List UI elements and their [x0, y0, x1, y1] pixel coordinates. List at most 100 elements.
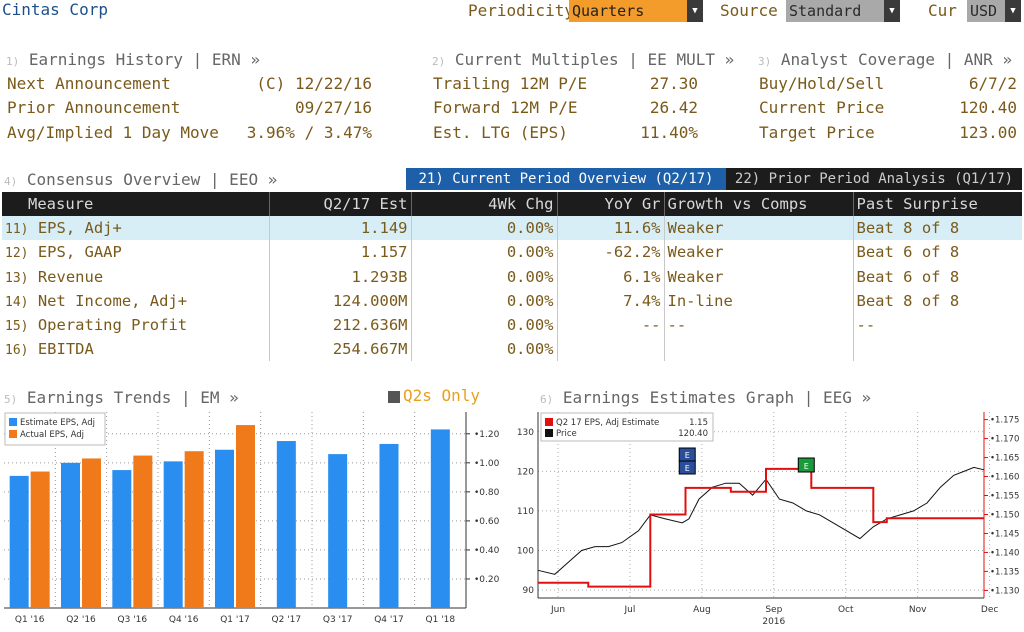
row-estimate: 124.000M: [269, 288, 412, 313]
event-marker[interactable]: E: [797, 457, 815, 473]
periodicity-dropdown-icon[interactable]: ▼: [687, 0, 703, 22]
right-tick-label: •1.160: [990, 473, 1019, 483]
bar-estimate[interactable]: [61, 462, 80, 608]
consensus-row[interactable]: 12) EPS, GAAP 1.157 0.00% -62.2% Weaker Beat …: [2, 240, 1022, 265]
right-tick-label: •1.155: [990, 492, 1019, 502]
bar-estimate[interactable]: [163, 461, 183, 608]
left-tick-label: 100: [517, 547, 534, 557]
periodicity-select[interactable]: Quarters: [569, 0, 687, 22]
bar-actual[interactable]: [133, 455, 153, 608]
left-tick-label: 130: [517, 428, 534, 438]
earnings-trends-header[interactable]: 5) Earnings Trends | EM »: [4, 388, 239, 407]
bar-estimate[interactable]: [276, 441, 296, 608]
right-tick-label: •1.145: [990, 529, 1019, 539]
source-select[interactable]: Standard: [786, 0, 884, 22]
tab-current-period[interactable]: 21) Current Period Overview (Q2/17): [406, 168, 726, 190]
target-price-value: 123.00: [959, 123, 1017, 142]
row-measure: 12) EPS, GAAP: [2, 240, 270, 265]
event-box[interactable]: [797, 457, 815, 473]
bar-actual[interactable]: [236, 425, 255, 608]
event-marker[interactable]: EE: [678, 447, 696, 475]
bar-estimate[interactable]: [215, 449, 234, 608]
consensus-row[interactable]: 14) Net Income, Adj+ 124.000M 0.00% 7.4% In-…: [2, 288, 1022, 313]
analyst-coverage-header[interactable]: 3) Analyst Coverage | ANR »: [758, 50, 1013, 69]
right-tick-label: •1.140: [990, 548, 1019, 558]
consensus-row[interactable]: 15) Operating Profit 212.636M 0.00% -- -- --: [2, 312, 1022, 338]
avg-move-label: Avg/Implied 1 Day Move: [7, 123, 219, 142]
legend-label: Actual EPS, Adj: [20, 430, 84, 440]
left-tick-label: 110: [517, 507, 534, 517]
current-price-value: 120.40: [959, 98, 1017, 117]
bar-estimate[interactable]: [9, 475, 29, 608]
consensus-row[interactable]: 11) EPS, Adj+ 1.149 0.00% 11.6% Weaker Beat 8…: [2, 216, 1022, 241]
x-tick-label: Q3 '16: [118, 615, 148, 625]
chart-legend: Q2 17 EPS, Adj Estimate 1.15 Price 120.40: [540, 412, 714, 442]
q2s-only-checkbox[interactable]: [388, 391, 400, 403]
row-number: 16): [5, 343, 29, 359]
x-tick-label: Q1 '16: [15, 615, 45, 625]
y-tick-label: •1.20: [474, 430, 500, 440]
col-growth-vs-comps[interactable]: Growth vs Comps: [664, 192, 854, 217]
bar-estimate[interactable]: [328, 454, 348, 608]
x-tick-label: Dec: [981, 605, 998, 615]
company-name: Cintas Corp: [2, 0, 108, 19]
x-tick-label: Nov: [909, 605, 927, 615]
row-growth-vs-comps: Weaker: [664, 216, 854, 241]
row-growth-vs-comps: In-line: [664, 288, 854, 313]
right-tick-label: •1.165: [990, 454, 1019, 464]
current-price-label: Current Price: [759, 98, 885, 117]
consensus-header[interactable]: 4) Consensus Overview | EEO »: [4, 170, 278, 189]
col-4wk-chg[interactable]: 4Wk Chg: [411, 192, 558, 217]
row-growth-vs-comps: --: [664, 312, 854, 338]
row-measure: 11) EPS, Adj+: [2, 216, 270, 241]
currency-select[interactable]: USD: [967, 0, 1005, 22]
y-tick-label: •0.80: [474, 488, 500, 498]
right-tick-label: •1.130: [990, 586, 1019, 596]
col-est[interactable]: Q2/17 Est: [269, 192, 412, 217]
estimates-graph-chart: Jun Jul Aug Sep Oct Nov Dec 2016 90 100 110 120 130 •…: [517, 412, 1019, 627]
estimate-line[interactable]: [538, 467, 984, 588]
x-tick-label: Q4 '17: [374, 615, 404, 625]
col-measure[interactable]: Measure: [2, 192, 270, 217]
left-tick-label: 120: [517, 467, 534, 477]
x-tick-label: Q2 '16: [66, 615, 96, 625]
row-measure-label: Net Income, Adj+: [37, 291, 188, 310]
row-measure: 15) Operating Profit: [2, 312, 270, 338]
legend-label: Price: [556, 429, 577, 439]
bar-estimate[interactable]: [112, 470, 132, 608]
col-yoy-gr[interactable]: YoY Gr: [557, 192, 665, 217]
left-tick-label: 90: [523, 586, 535, 596]
y-tick-label: •0.20: [474, 575, 500, 585]
legend-box: [540, 412, 714, 442]
bar-actual[interactable]: [184, 451, 204, 608]
earnings-history-title: Earnings History | ERN »: [28, 50, 261, 69]
earnings-history-header[interactable]: 1) Earnings History | ERN »: [6, 50, 261, 69]
row-measure: 14) Net Income, Adj+: [2, 288, 270, 313]
legend-value: 120.40: [678, 429, 708, 439]
row-yoy-growth: -62.2%: [557, 240, 665, 265]
row-number: 11): [5, 222, 29, 238]
q2s-only-label[interactable]: Q2s Only: [403, 386, 481, 405]
buy-hold-sell-value: 6/7/2: [968, 74, 1017, 93]
row-estimate: 1.293B: [269, 264, 412, 289]
avg-move-value: 3.96% / 3.47%: [246, 123, 372, 142]
tab-prior-period[interactable]: 22) Prior Period Analysis (Q1/17): [726, 168, 1022, 190]
right-tick-label: •1.175: [990, 416, 1019, 426]
currency-dropdown-icon[interactable]: ▼: [1005, 0, 1021, 22]
est-ltg-value: 11.40%: [640, 123, 698, 142]
estimates-graph-header[interactable]: 6) Earnings Estimates Graph | EEG »: [540, 388, 872, 407]
bar-estimate[interactable]: [379, 443, 399, 608]
next-announcement-value: (C) 12/22/16: [256, 74, 372, 93]
bar-actual[interactable]: [30, 471, 50, 608]
consensus-row[interactable]: 16) EBITDA 254.667M 0.00%: [2, 337, 1022, 362]
consensus-row[interactable]: 13) Revenue 1.293B 0.00% 6.1% Weaker Beat 6 o…: [2, 264, 1022, 289]
forward-pe-value: 26.42: [649, 98, 698, 117]
row-estimate: 212.636M: [269, 312, 412, 338]
event-box[interactable]: [678, 460, 696, 475]
source-dropdown-icon[interactable]: ▼: [884, 0, 900, 22]
bar-actual[interactable]: [82, 458, 101, 608]
col-past-surprise[interactable]: Past Surprise: [853, 192, 1022, 217]
x-tick-label: Q4 '16: [169, 615, 199, 625]
bar-estimate[interactable]: [430, 429, 450, 608]
current-multiples-header[interactable]: 2) Current Multiples | EE MULT »: [432, 50, 735, 69]
